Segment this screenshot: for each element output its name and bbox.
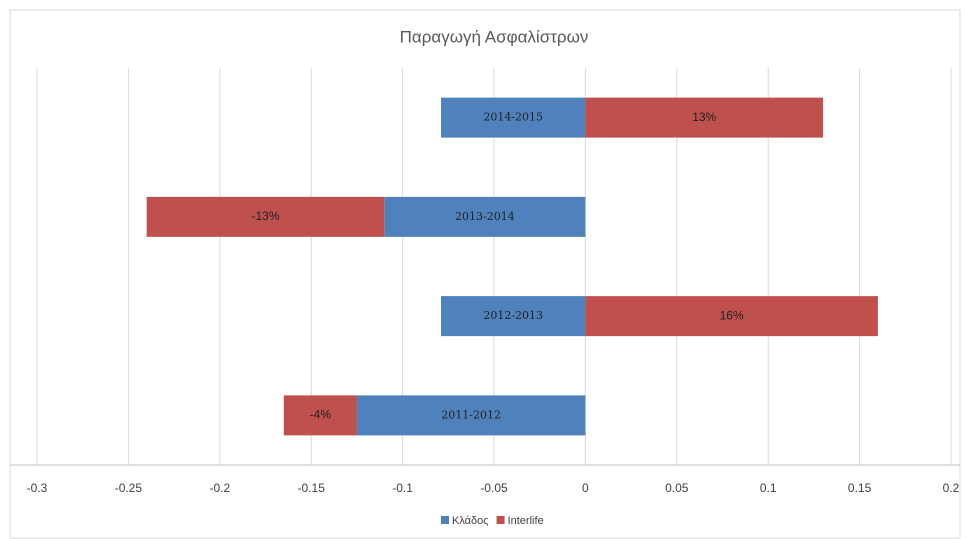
x-tick-label: -0.3 — [27, 481, 48, 495]
category-label: 2013-2014 — [455, 210, 515, 223]
bar — [585, 97, 824, 138]
bar — [356, 395, 586, 436]
x-tick-label: 0.15 — [848, 481, 872, 495]
category-label: 2014-2015 — [483, 111, 543, 124]
x-tick-label: -0.15 — [298, 481, 326, 495]
x-tick-label: -0.25 — [115, 481, 143, 495]
x-tick-label: -0.1 — [392, 481, 413, 495]
x-tick-label: 0.05 — [665, 481, 689, 495]
bar — [146, 196, 385, 237]
x-tick-label: 0.2 — [943, 481, 960, 495]
legend-label: Interlife — [508, 515, 544, 527]
legend-label: Κλάδος — [452, 515, 489, 527]
chart-frame — [9, 9, 961, 539]
bar — [440, 296, 586, 337]
value-label: -4% — [310, 408, 332, 422]
chart-title: Παραγωγή Ασφαλίστρων — [400, 27, 589, 46]
bar — [440, 97, 586, 138]
value-label: 16% — [720, 308, 744, 322]
value-label: 13% — [692, 110, 716, 124]
value-label: -13% — [251, 209, 279, 223]
x-tick-label: 0.1 — [760, 481, 777, 495]
category-label: 2012-2013 — [483, 309, 543, 322]
legend-swatch — [496, 516, 505, 524]
x-tick-label: 0 — [582, 481, 589, 495]
bar — [384, 196, 586, 237]
bar — [585, 296, 878, 337]
category-label: 2011-2012 — [441, 408, 501, 421]
legend-swatch — [441, 516, 449, 524]
bar — [283, 395, 357, 436]
x-tick-label: -0.2 — [209, 481, 230, 495]
x-tick-label: -0.05 — [480, 481, 508, 495]
